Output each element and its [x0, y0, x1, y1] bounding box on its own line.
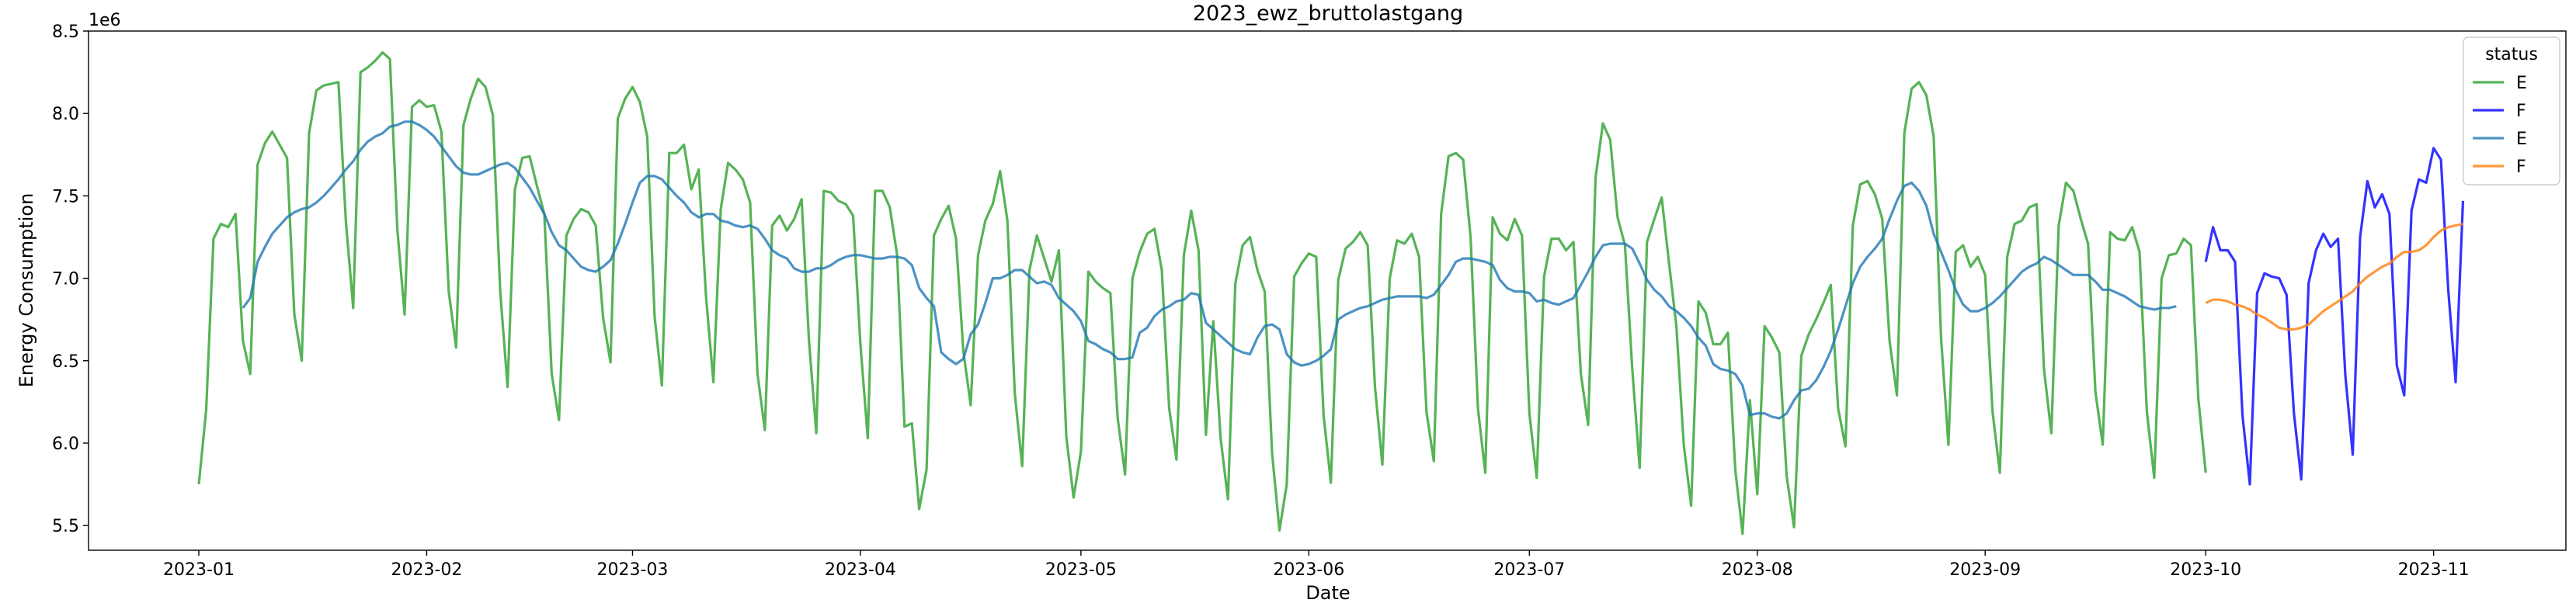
y-tick-label: 8.5 — [52, 23, 79, 42]
x-tick-label: 2023-07 — [1493, 560, 1565, 580]
x-tick-label: 2023-10 — [2170, 560, 2241, 580]
y-tick-label: 6.5 — [52, 352, 79, 372]
series-layer — [197, 51, 2465, 535]
x-axis: 2023-01 2023-02 2023-03 2023-04 2023-05 2023-… — [163, 550, 2470, 580]
x-tick-label: 2023-09 — [1949, 560, 2021, 580]
x-tick-label: 2023-11 — [2398, 560, 2470, 580]
x-tick-label: 2023-01 — [163, 560, 235, 580]
x-axis-label: Date — [1305, 582, 1350, 604]
y-axis-label: Energy Consumption — [16, 193, 37, 388]
y-axis: 5.5 6.0 6.5 7.0 7.5 8.0 8.5 — [52, 23, 89, 536]
legend-title: status — [2485, 45, 2538, 64]
x-tick-label: 2023-05 — [1045, 560, 1117, 580]
legend-frame — [2463, 36, 2560, 185]
series-line-0 — [197, 51, 2207, 535]
y-offset-label: 1e6 — [89, 11, 121, 30]
chart-title: 2023_ewz_bruttolastgang — [1193, 2, 1463, 26]
series-line-3 — [2205, 222, 2463, 331]
legend-label: F — [2516, 158, 2526, 177]
x-tick-label: 2023-08 — [1722, 560, 1793, 580]
plot-area — [88, 30, 2567, 551]
x-tick-label: 2023-04 — [825, 560, 896, 580]
legend-label: F — [2516, 102, 2526, 121]
y-tick-label: 8.0 — [52, 105, 79, 124]
y-tick-label: 5.5 — [52, 517, 79, 536]
legend-label: E — [2516, 130, 2527, 149]
series-line-2 — [242, 120, 2177, 420]
x-tick-label: 2023-06 — [1273, 560, 1344, 580]
y-tick-label: 6.0 — [52, 435, 79, 454]
series-line-1 — [2204, 147, 2465, 486]
x-tick-label: 2023-02 — [391, 560, 462, 580]
legend-label: E — [2516, 74, 2527, 93]
x-tick-label: 2023-03 — [597, 560, 669, 580]
y-tick-label: 7.0 — [52, 270, 79, 289]
y-tick-label: 7.5 — [52, 187, 79, 206]
plot-frame — [88, 30, 2567, 551]
